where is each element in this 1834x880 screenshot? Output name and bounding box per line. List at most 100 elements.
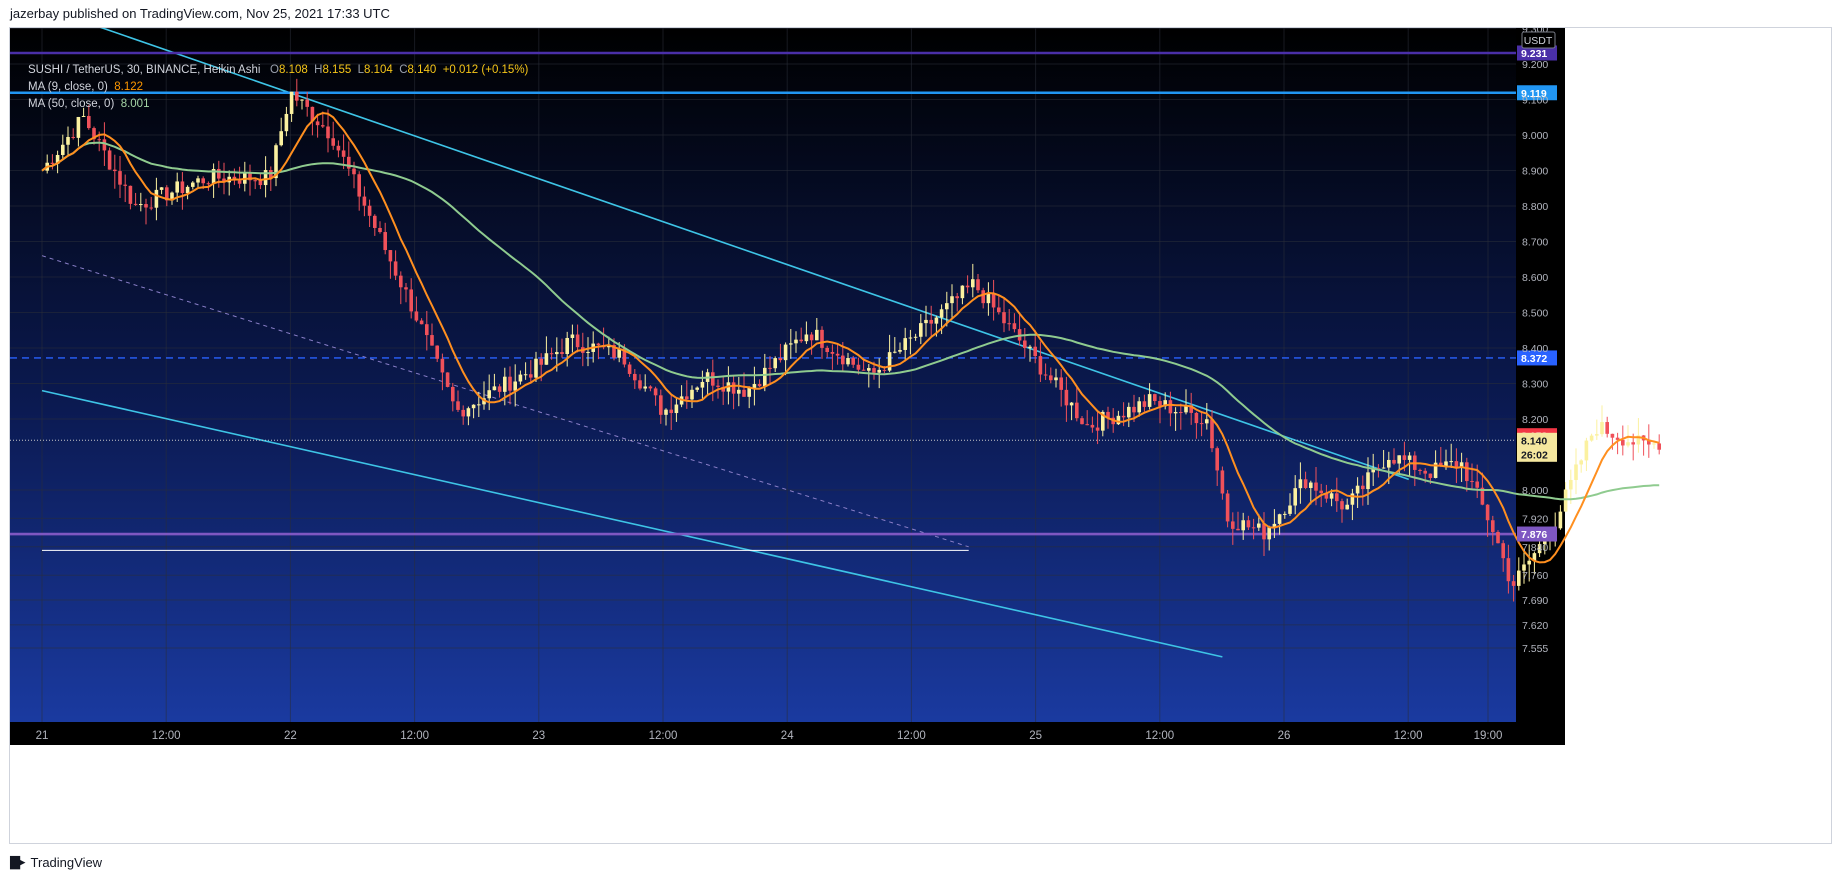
candle-body [1132, 406, 1136, 413]
candle-body [1012, 323, 1017, 330]
candle-body [253, 180, 257, 182]
ma9-label: MA (9, close, 0) [28, 81, 108, 93]
time-tick-label: 12:00 [400, 730, 429, 742]
candle-body [1215, 448, 1219, 471]
time-tick-label: 12:00 [1145, 730, 1174, 742]
candle-body [347, 156, 351, 169]
candle-body [1283, 513, 1287, 515]
time-axis[interactable]: 21 12:00 22 12:00 23 12:00 24 12:00 25 12:00 26 12:… [36, 730, 1503, 742]
candle-body [861, 369, 866, 371]
candle-body [461, 409, 465, 417]
candle-body [508, 376, 512, 391]
candle-body [1579, 460, 1583, 465]
candle-body [1433, 462, 1438, 478]
time-tick-label: 19:00 [1474, 730, 1503, 742]
candle-body [841, 355, 845, 365]
low-value: 8.104 [364, 64, 393, 76]
candle-body [846, 358, 850, 365]
candle-body [627, 364, 632, 374]
candle-body [1647, 440, 1651, 445]
candle-body [477, 404, 481, 406]
candle-body [939, 309, 944, 318]
price-tag-box [1517, 45, 1557, 61]
candle-body [378, 227, 382, 233]
candle-body [529, 374, 533, 378]
candle-body [1407, 455, 1412, 460]
candle-body [1080, 418, 1084, 425]
candle-body [1569, 479, 1573, 490]
candle-body [1496, 531, 1500, 544]
candle-body [1621, 439, 1625, 446]
candle-body [778, 358, 783, 361]
candle-body [1574, 464, 1578, 480]
candle-body [1423, 470, 1427, 474]
candle-body [1168, 400, 1173, 414]
candle-body [955, 296, 959, 299]
candle-body [700, 381, 705, 388]
candle-body [1324, 493, 1329, 499]
candle-body [638, 380, 642, 389]
candle-body [783, 344, 788, 361]
candle-body [1501, 543, 1505, 559]
candle-body [565, 337, 569, 355]
candle-body [882, 369, 887, 371]
candle-body [804, 334, 809, 342]
ma50-label: MA (50, close, 0) [28, 98, 115, 110]
candle-body [87, 115, 91, 129]
candle-body [1173, 412, 1178, 414]
candle-body [373, 215, 377, 228]
candle-body [399, 275, 403, 288]
candle-body [180, 181, 185, 194]
price-tag-label: 8.140 [1521, 435, 1547, 447]
channel-mid-dashed-line [41, 255, 969, 548]
candle-body [362, 196, 367, 206]
ma50-value: 8.001 [120, 98, 150, 110]
time-tick-label: 22 [284, 730, 297, 742]
candle-body [170, 192, 174, 201]
candle-body [1335, 493, 1339, 502]
candle-body [716, 385, 720, 387]
candle-body [310, 106, 315, 122]
footer-brand: TradingView [30, 854, 103, 870]
candle-body [279, 131, 283, 146]
candle-body [1605, 422, 1609, 434]
low-label: L [357, 64, 365, 76]
candle-body [1589, 435, 1594, 441]
candle-body [1657, 443, 1661, 450]
candle-body [1532, 553, 1537, 561]
candle-body [1137, 401, 1141, 413]
symbol-title: SUSHI / TetherUS, 30, BINANCE, Heikin As… [28, 64, 261, 76]
candle-body [1563, 489, 1568, 512]
candle-body [258, 180, 263, 186]
candle-body [596, 343, 601, 346]
candle-body [737, 389, 741, 394]
candle-body [1262, 523, 1266, 540]
candle-body [1277, 514, 1282, 524]
candle-body [835, 353, 840, 356]
candle-body [1085, 424, 1089, 426]
candle-body [1251, 527, 1256, 529]
price-tick-label: 7.760 [1522, 570, 1548, 582]
candle-body [1329, 493, 1334, 499]
candle-body [1049, 375, 1053, 381]
price-tick-label: 7.840 [1522, 542, 1548, 554]
candle-body [731, 382, 736, 394]
price-tick-label: 9.000 [1522, 130, 1548, 142]
price-tag-label: 26:02 [1521, 449, 1548, 461]
candle-body [1366, 472, 1370, 490]
price-tick-label: 9.100 [1522, 95, 1548, 107]
candle-body [1210, 419, 1214, 449]
candle-body [1387, 459, 1391, 468]
candle-body [539, 358, 543, 365]
price-axis[interactable]: 9.3009.2009.1009.0008.9008.8008.7008.600… [1522, 28, 1548, 655]
ma9-value: 8.122 [114, 81, 144, 93]
candle-body [898, 349, 902, 352]
candle-body [419, 320, 424, 325]
candle-body [466, 408, 471, 417]
price-tag-box [1517, 85, 1557, 101]
candle-body [107, 150, 112, 170]
currency-badge[interactable]: USDT [1521, 31, 1556, 49]
candle-body [1225, 493, 1230, 522]
